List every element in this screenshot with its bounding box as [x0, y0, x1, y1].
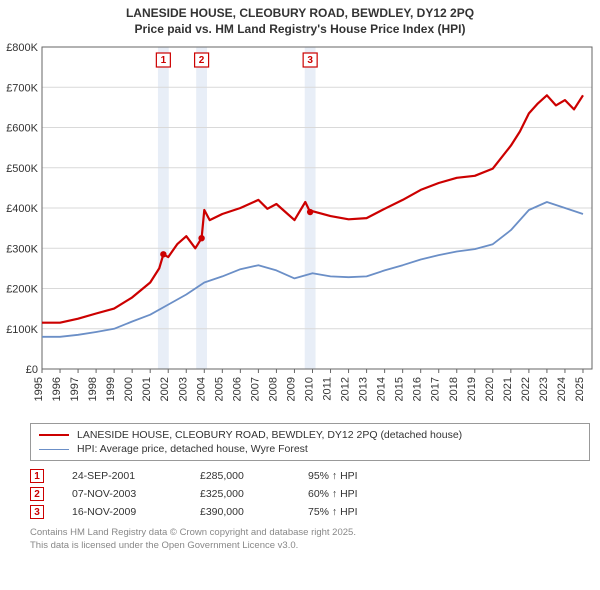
svg-text:2023: 2023 [538, 377, 550, 401]
sale-date: 24-SEP-2001 [72, 470, 172, 482]
sale-row: 3 16-NOV-2009 £390,000 75% ↑ HPI [30, 503, 590, 521]
svg-text:2012: 2012 [340, 377, 352, 401]
svg-text:2002: 2002 [159, 377, 171, 401]
svg-text:£400K: £400K [6, 203, 38, 215]
svg-text:2020: 2020 [484, 377, 496, 401]
legend-label-price-paid: LANESIDE HOUSE, CLEOBURY ROAD, BEWDLEY, … [77, 429, 462, 441]
sale-row: 1 24-SEP-2001 £285,000 95% ↑ HPI [30, 467, 590, 485]
sales-table: 1 24-SEP-2001 £285,000 95% ↑ HPI 2 07-NO… [30, 467, 590, 521]
footer-line-2: This data is licensed under the Open Gov… [30, 540, 590, 552]
sale-row: 2 07-NOV-2003 £325,000 60% ↑ HPI [30, 485, 590, 503]
title-line-1: LANESIDE HOUSE, CLEOBURY ROAD, BEWDLEY, … [10, 6, 590, 22]
svg-text:2013: 2013 [358, 377, 370, 401]
title-line-2: Price paid vs. HM Land Registry's House … [10, 22, 590, 38]
legend-row-hpi: HPI: Average price, detached house, Wyre… [39, 442, 581, 456]
svg-text:2010: 2010 [303, 377, 315, 401]
svg-text:1996: 1996 [51, 377, 63, 401]
sale-hpi-delta: 75% ↑ HPI [308, 506, 408, 518]
svg-text:£500K: £500K [6, 163, 38, 175]
svg-text:2021: 2021 [502, 377, 514, 401]
sale-hpi-delta: 60% ↑ HPI [308, 488, 408, 500]
sale-price: £285,000 [200, 470, 280, 482]
svg-text:1995: 1995 [33, 377, 45, 401]
svg-text:2011: 2011 [322, 377, 334, 401]
svg-text:2014: 2014 [376, 377, 388, 401]
sale-date: 16-NOV-2009 [72, 506, 172, 518]
svg-text:£100K: £100K [6, 324, 38, 336]
svg-text:2: 2 [199, 55, 205, 66]
svg-text:2018: 2018 [448, 377, 460, 401]
sale-price: £325,000 [200, 488, 280, 500]
svg-text:2017: 2017 [430, 377, 442, 401]
legend-label-hpi: HPI: Average price, detached house, Wyre… [77, 443, 308, 455]
svg-text:2003: 2003 [177, 377, 189, 401]
svg-text:2009: 2009 [285, 377, 297, 401]
legend-swatch-price-paid [39, 434, 69, 436]
svg-text:2005: 2005 [213, 377, 225, 401]
chart-legend: LANESIDE HOUSE, CLEOBURY ROAD, BEWDLEY, … [30, 423, 590, 461]
sale-marker-badge: 2 [30, 487, 44, 501]
svg-text:£200K: £200K [6, 284, 38, 296]
sale-marker-badge: 1 [30, 469, 44, 483]
sale-hpi-delta: 95% ↑ HPI [308, 470, 408, 482]
attribution-footer: Contains HM Land Registry data © Crown c… [30, 527, 590, 552]
svg-text:2007: 2007 [249, 377, 261, 401]
legend-row-price-paid: LANESIDE HOUSE, CLEOBURY ROAD, BEWDLEY, … [39, 428, 581, 442]
svg-text:2006: 2006 [231, 377, 243, 401]
svg-text:2008: 2008 [267, 377, 279, 401]
svg-text:2022: 2022 [520, 377, 532, 401]
chart-area: £0 £100K £200K £300K £400K £500K £600K £700K £80… [0, 39, 600, 419]
svg-text:2000: 2000 [123, 377, 135, 401]
legend-swatch-hpi [39, 449, 69, 450]
svg-text:3: 3 [307, 55, 313, 66]
svg-text:1997: 1997 [69, 377, 81, 401]
sale-price: £390,000 [200, 506, 280, 518]
chart-title: LANESIDE HOUSE, CLEOBURY ROAD, BEWDLEY, … [0, 0, 600, 39]
svg-text:£700K: £700K [6, 82, 38, 94]
line-chart: £0 £100K £200K £300K £400K £500K £600K £700K £80… [0, 39, 600, 419]
svg-text:1998: 1998 [87, 377, 99, 401]
sale-marker-badge: 3 [30, 505, 44, 519]
sale-date: 07-NOV-2003 [72, 488, 172, 500]
svg-text:2025: 2025 [574, 377, 586, 401]
svg-text:2019: 2019 [466, 377, 478, 401]
svg-text:£600K: £600K [6, 123, 38, 135]
svg-text:2004: 2004 [195, 377, 207, 401]
svg-text:£800K: £800K [6, 42, 38, 54]
svg-text:2016: 2016 [412, 377, 424, 401]
svg-text:1999: 1999 [105, 377, 117, 401]
svg-text:£300K: £300K [6, 243, 38, 255]
footer-line-1: Contains HM Land Registry data © Crown c… [30, 527, 590, 539]
svg-text:2001: 2001 [141, 377, 153, 401]
svg-text:£0: £0 [26, 364, 38, 376]
svg-text:2015: 2015 [394, 377, 406, 401]
svg-text:2024: 2024 [556, 377, 568, 401]
svg-text:1: 1 [161, 55, 167, 66]
